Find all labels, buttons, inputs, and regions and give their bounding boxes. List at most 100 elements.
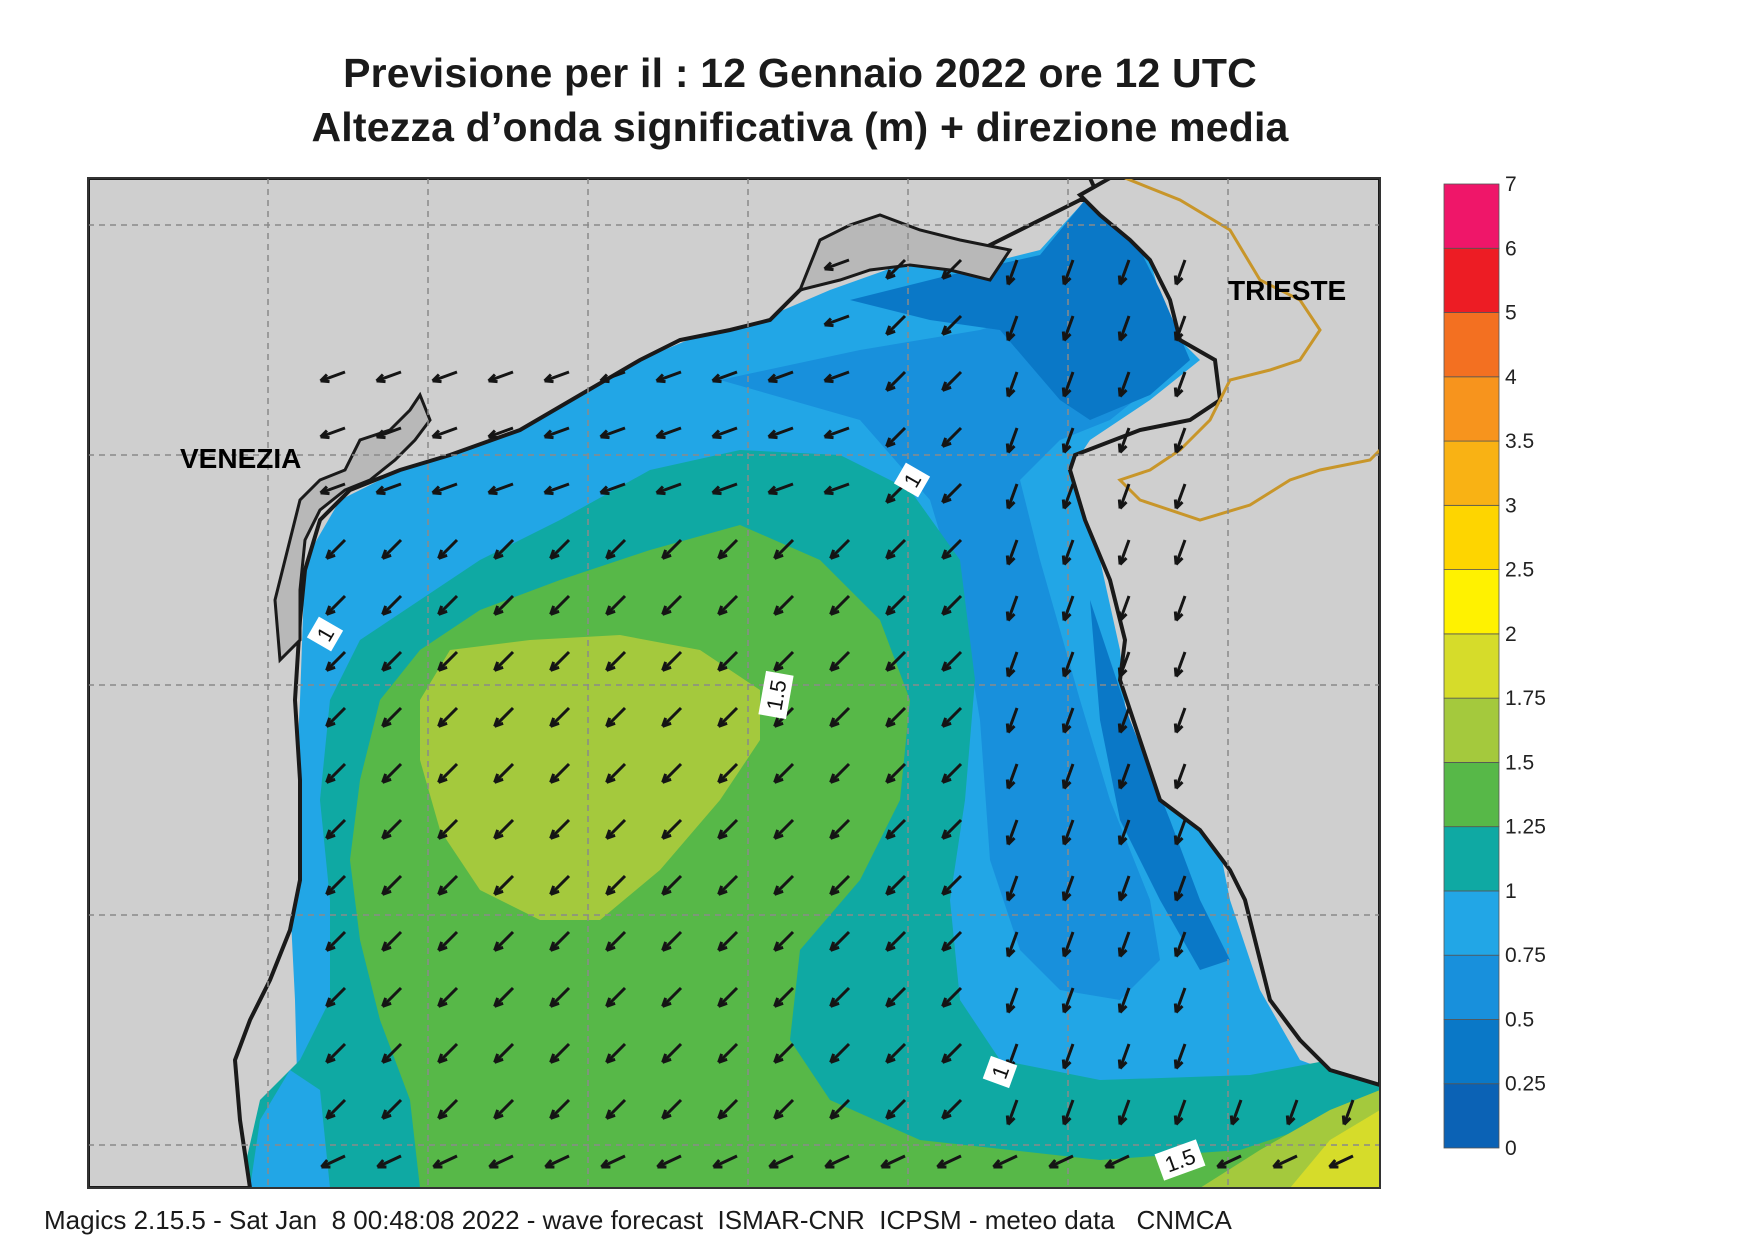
direction-arrow-head — [1119, 725, 1128, 734]
direction-arrow — [656, 370, 682, 383]
direction-arrow — [1118, 259, 1131, 285]
direction-arrow — [773, 930, 795, 952]
direction-arrow — [829, 594, 851, 616]
direction-arrow — [488, 426, 514, 439]
direction-arrow — [941, 706, 963, 728]
direction-arrow-head — [600, 379, 610, 384]
direction-arrow-head — [942, 777, 952, 784]
direction-arrow — [320, 426, 346, 439]
direction-arrow-head — [1063, 501, 1072, 510]
direction-arrow — [381, 538, 403, 560]
direction-arrow — [768, 1154, 794, 1169]
direction-arrow — [432, 426, 458, 439]
colorbar-tick-label: 0.25 — [1505, 1073, 1546, 1096]
direction-arrow-head — [550, 1057, 560, 1064]
direction-arrow — [773, 818, 795, 840]
direction-arrow — [600, 370, 626, 383]
direction-arrow-head — [326, 945, 336, 952]
direction-arrow — [1118, 483, 1131, 509]
direction-arrow-head — [432, 491, 442, 496]
direction-arrow — [1328, 1154, 1354, 1169]
direction-arrow — [885, 986, 907, 1008]
direction-arrow-head — [1343, 1117, 1352, 1126]
direction-arrow — [941, 258, 963, 280]
colorbar-swatch — [1443, 440, 1500, 506]
direction-arrow-head — [544, 491, 554, 496]
map-subtitle: Altezza d’onda significativa (m) + direz… — [311, 104, 1289, 150]
direction-arrow — [824, 1154, 850, 1169]
direction-arrow — [656, 1154, 682, 1169]
direction-arrow-head — [1175, 389, 1184, 398]
direction-arrow — [1062, 1099, 1075, 1125]
direction-arrow — [376, 370, 402, 383]
direction-arrow-head — [886, 1057, 896, 1064]
direction-arrow — [325, 650, 347, 672]
direction-arrow — [600, 482, 626, 495]
direction-arrow-head — [494, 945, 504, 952]
sea-band-1.75-2-se — [1290, 1110, 1380, 1188]
direction-arrow — [824, 426, 850, 439]
sea-band-0.5-0.75 — [720, 300, 1160, 1000]
direction-arrow — [941, 594, 963, 616]
direction-arrow — [325, 1042, 347, 1064]
direction-arrow-head — [1175, 837, 1184, 846]
direction-arrow-head — [606, 665, 616, 672]
direction-arrow-head — [606, 609, 616, 616]
direction-arrow-head — [494, 721, 504, 728]
contour-label: 1 — [893, 462, 931, 498]
direction-arrow-head — [942, 273, 952, 280]
direction-arrow — [992, 1154, 1018, 1169]
direction-arrow-head — [1119, 1061, 1128, 1070]
direction-arrow-head — [1063, 781, 1072, 790]
direction-arrow-head — [1287, 1117, 1296, 1126]
contour-label: 1 — [306, 616, 344, 652]
direction-arrow — [325, 762, 347, 784]
direction-arrow — [829, 1098, 851, 1120]
direction-arrow — [829, 650, 851, 672]
direction-arrow-head — [774, 945, 784, 952]
direction-arrow-head — [656, 435, 666, 440]
direction-arrow-head — [1175, 893, 1184, 902]
direction-arrow — [549, 538, 571, 560]
direction-arrow — [885, 314, 907, 336]
sea-band-0.25-0.5 — [850, 200, 1190, 420]
contour-label: 1.5 — [758, 670, 794, 720]
direction-arrow — [1062, 931, 1075, 957]
colorbar-tick-label: 4 — [1505, 366, 1517, 389]
direction-arrow-head — [1063, 445, 1072, 454]
direction-arrow-head — [320, 435, 330, 440]
direction-arrow — [661, 1042, 683, 1064]
direction-arrow-head — [382, 721, 392, 728]
direction-arrow — [1174, 987, 1187, 1013]
direction-arrow — [493, 818, 515, 840]
colorbar-swatch — [1443, 183, 1500, 249]
direction-arrow-head — [824, 323, 834, 328]
direction-arrow — [437, 818, 459, 840]
direction-arrow — [885, 594, 907, 616]
direction-arrow — [381, 650, 403, 672]
direction-arrow-head — [1231, 1117, 1240, 1126]
direction-arrow-head — [830, 889, 840, 896]
direction-arrow — [493, 538, 515, 560]
direction-arrow — [1174, 875, 1187, 901]
direction-arrow — [768, 426, 794, 439]
direction-arrow-head — [1007, 725, 1016, 734]
direction-arrow-head — [1007, 669, 1016, 678]
direction-arrow — [1006, 931, 1019, 957]
direction-arrow-head — [438, 721, 448, 728]
direction-arrow — [717, 930, 739, 952]
direction-arrow — [829, 538, 851, 560]
direction-arrow — [717, 538, 739, 560]
direction-arrow-head — [1175, 501, 1184, 510]
direction-arrow-head — [824, 379, 834, 384]
direction-arrow-head — [1119, 949, 1128, 958]
direction-arrow — [1062, 707, 1075, 733]
land-east — [1067, 178, 1380, 1088]
direction-arrow-head — [1175, 613, 1184, 622]
direction-arrow-head — [712, 435, 722, 440]
direction-arrow-head — [1119, 669, 1128, 678]
direction-arrow — [885, 1098, 907, 1120]
direction-arrow — [661, 650, 683, 672]
direction-arrow-head — [494, 777, 504, 784]
direction-arrow-head — [942, 1057, 952, 1064]
